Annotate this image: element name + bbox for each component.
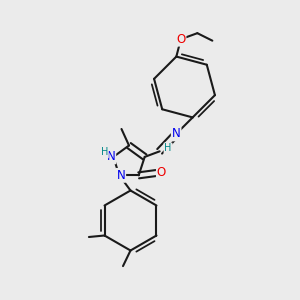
Text: O: O — [157, 167, 166, 179]
Text: H: H — [164, 143, 172, 153]
Text: N: N — [172, 128, 181, 140]
Text: N: N — [116, 169, 125, 182]
Text: O: O — [176, 33, 185, 46]
Text: N: N — [106, 150, 115, 164]
Text: H: H — [100, 147, 108, 158]
